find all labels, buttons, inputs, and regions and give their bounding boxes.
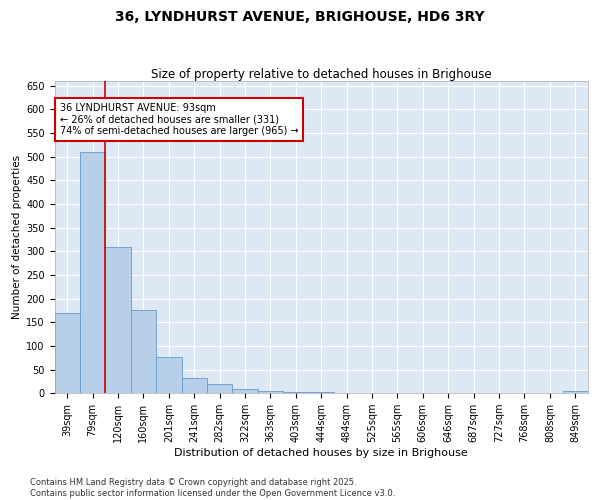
X-axis label: Distribution of detached houses by size in Brighouse: Distribution of detached houses by size … [175, 448, 468, 458]
Bar [80, 152, 106, 393]
Bar [283, 392, 308, 393]
Text: 36 LYNDHURST AVENUE: 93sqm
← 26% of detached houses are smaller (331)
74% of sem: 36 LYNDHURST AVENUE: 93sqm ← 26% of deta… [60, 103, 298, 136]
Title: Size of property relative to detached houses in Brighouse: Size of property relative to detached ho… [151, 68, 491, 81]
Bar [308, 392, 334, 393]
Text: Contains HM Land Registry data © Crown copyright and database right 2025.
Contai: Contains HM Land Registry data © Crown c… [30, 478, 395, 498]
Bar [156, 357, 182, 393]
Bar [182, 378, 207, 393]
Bar [106, 246, 131, 393]
Bar [55, 313, 80, 393]
Bar [258, 392, 283, 393]
Bar [232, 390, 258, 393]
Bar [207, 384, 232, 393]
Bar [563, 392, 588, 393]
Text: 36, LYNDHURST AVENUE, BRIGHOUSE, HD6 3RY: 36, LYNDHURST AVENUE, BRIGHOUSE, HD6 3RY [115, 10, 485, 24]
Bar [131, 310, 156, 393]
Y-axis label: Number of detached properties: Number of detached properties [12, 155, 22, 319]
